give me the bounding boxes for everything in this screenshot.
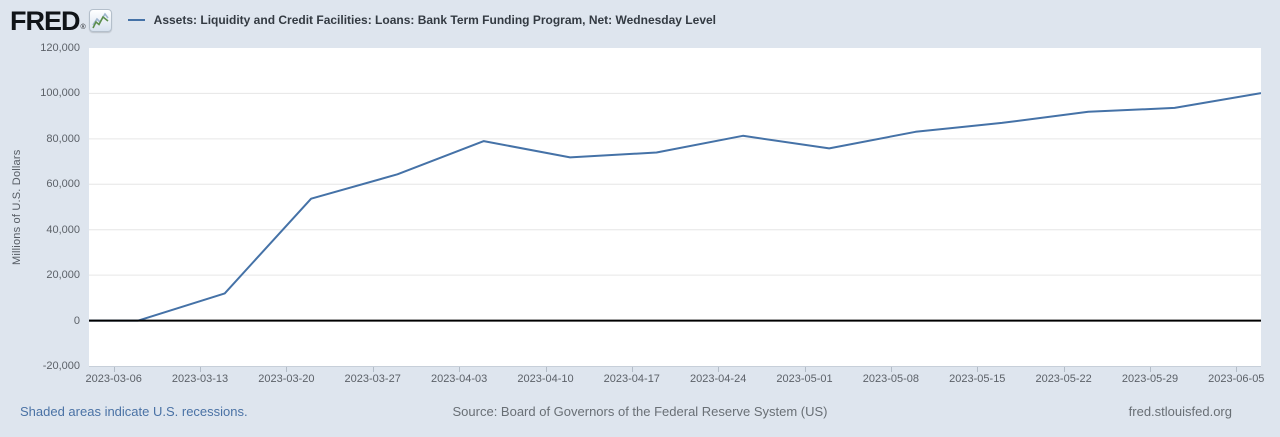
y-tick-label: 60,000: [46, 178, 80, 191]
x-tick-mark: [890, 367, 892, 372]
x-tick-label: 2023-03-27: [344, 373, 401, 385]
y-tick-label: 80,000: [46, 132, 80, 145]
x-tick-mark: [200, 367, 201, 372]
sparkline-icon: [88, 8, 112, 32]
x-tick-label: 2023-05-08: [862, 373, 920, 385]
y-tick-label: 40,000: [46, 223, 80, 236]
y-tick-label: 120,000: [40, 42, 80, 54]
x-tick-label: 2023-05-22: [1035, 373, 1092, 385]
y-tick-label: 20,000: [46, 269, 80, 282]
x-tick-mark: [804, 367, 806, 372]
fred-url-link[interactable]: fred.stlouisfed.org: [1128, 404, 1232, 419]
x-tick-mark: [977, 367, 979, 372]
series-title: Assets: Liquidity and Credit Facilities:…: [153, 13, 716, 27]
x-tick-mark: [113, 367, 115, 372]
recessions-link[interactable]: Shaded areas indicate U.S. recessions.: [20, 404, 248, 419]
x-tick-mark: [459, 367, 461, 372]
series-legend-dash-icon: [127, 19, 145, 21]
x-tick-mark: [545, 367, 547, 372]
y-tick-label: -20,000: [42, 360, 80, 372]
line-chart[interactable]: [89, 48, 1261, 366]
x-tick-label: 2023-04-17: [603, 373, 660, 385]
fred-logo[interactable]: FRED ®: [10, 5, 112, 36]
x-tick-mark: [1150, 367, 1151, 372]
x-tick-mark: [372, 367, 374, 372]
x-tick-label: 2023-04-10: [517, 373, 574, 385]
x-tick-label: 2023-03-06: [85, 373, 142, 385]
x-tick-label: 2023-03-13: [171, 373, 229, 385]
x-tick-mark: [631, 367, 633, 372]
x-tick-mark: [1063, 367, 1065, 372]
y-tick-label: 100,000: [40, 87, 80, 100]
registered-trademark: ®: [80, 23, 86, 31]
x-tick-label: 2023-05-15: [949, 373, 1006, 385]
x-tick-mark: [286, 367, 288, 372]
y-tick-label: 0: [73, 314, 80, 327]
chart-footer: Shaded areas indicate U.S. recessions. S…: [0, 404, 1280, 422]
x-tick-label: 2023-03-20: [258, 373, 315, 385]
chart-header: FRED ® Assets: Liquidity and Credit Faci…: [0, 0, 1280, 40]
plot-area[interactable]: [89, 48, 1261, 367]
x-tick-mark: [718, 367, 720, 372]
x-tick-mark: [1236, 367, 1238, 372]
x-tick-label: 2023-05-01: [776, 373, 833, 385]
x-tick-label: 2023-04-03: [430, 373, 488, 385]
series-line[interactable]: [89, 92, 1261, 322]
source-text: Source: Board of Governors of the Federa…: [452, 404, 828, 419]
x-tick-label: 2023-06-05: [1208, 373, 1265, 385]
fred-logo-text: FRED: [10, 5, 80, 36]
x-tick-label: 2023-05-29: [1121, 373, 1179, 385]
x-tick-label: 2023-04-24: [690, 373, 747, 385]
